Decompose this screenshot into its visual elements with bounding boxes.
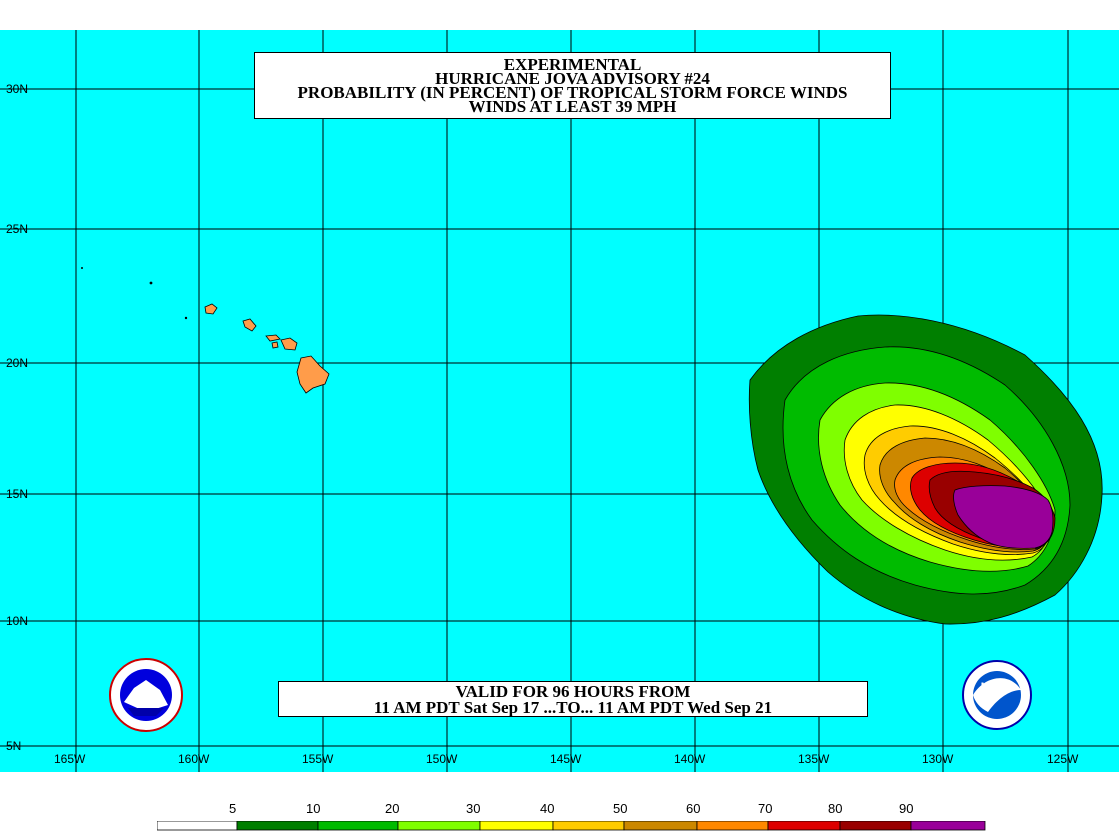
legend-swatch <box>623 821 698 831</box>
legend-label: 80 <box>828 801 843 816</box>
legend-label: 90 <box>899 801 914 816</box>
svg-text:NOAA: NOAA <box>981 681 1013 693</box>
lat-label: 5N <box>6 739 22 753</box>
lon-label: 155W <box>302 752 334 766</box>
contour-90 <box>953 485 1054 549</box>
big-island <box>296 355 330 394</box>
valid-line-1: VALID FOR 96 HOURS FROM <box>455 682 691 701</box>
lon-label: 135W <box>798 752 830 766</box>
legend-swatch <box>767 821 841 831</box>
legend-swatch <box>479 821 554 831</box>
probability-map: NOAA <box>0 30 1119 772</box>
lat-label: 10N <box>6 614 29 628</box>
lat-label: 15N <box>6 487 29 501</box>
niihau-dot <box>149 281 153 285</box>
legend-swatch <box>910 821 986 831</box>
lon-label: 130W <box>922 752 954 766</box>
lon-label: 125W <box>1047 752 1079 766</box>
title-line-2: HURRICANE JOVA ADVISORY #24 <box>435 69 710 88</box>
legend-label: 20 <box>385 801 400 816</box>
islet-dot <box>184 316 188 320</box>
legend-label: 40 <box>540 801 555 816</box>
legend-label: 5 <box>229 801 237 816</box>
valid-period-box: VALID FOR 96 HOURS FROM 11 AM PDT Sat Se… <box>278 681 868 717</box>
legend-label: 50 <box>613 801 628 816</box>
lon-label: 160W <box>178 752 210 766</box>
lon-label: 150W <box>426 752 458 766</box>
lon-label: 140W <box>674 752 706 766</box>
legend-swatch <box>696 821 769 831</box>
legend-label: 70 <box>758 801 773 816</box>
legend-label: 10 <box>306 801 321 816</box>
lat-label: 30N <box>6 82 29 96</box>
legend-swatch <box>317 821 399 831</box>
molokai <box>265 334 281 342</box>
map-title-box: EXPERIMENTAL HURRICANE JOVA ADVISORY #24… <box>254 52 891 119</box>
lanai <box>271 341 279 349</box>
legend-swatch <box>397 821 481 831</box>
hawaiian-islands <box>81 266 330 394</box>
legend-swatch <box>236 821 319 831</box>
legend-swatch <box>839 821 912 831</box>
noaa-logo-icon: NOAA <box>962 660 1032 730</box>
legend-label: 60 <box>686 801 701 816</box>
title-line-3: PROBABILITY (IN PERCENT) OF TROPICAL STO… <box>297 83 848 102</box>
legend-label: 30 <box>466 801 481 816</box>
legend-color-bar <box>157 821 986 831</box>
islet-dot-2 <box>81 266 84 269</box>
oahu <box>242 318 257 332</box>
lon-label: 165W <box>54 752 86 766</box>
kauai <box>204 303 218 315</box>
title-line-4: WINDS AT LEAST 39 MPH <box>468 97 677 116</box>
valid-line-2: 11 AM PDT Sat Sep 17 ...TO... 11 AM PDT … <box>373 698 773 717</box>
lat-label: 20N <box>6 356 29 370</box>
probability-contours <box>748 314 1103 625</box>
maui <box>280 337 298 351</box>
nws-logo-icon <box>109 658 183 732</box>
lat-label: 25N <box>6 222 29 236</box>
lon-label: 145W <box>550 752 582 766</box>
title-line-1: EXPERIMENTAL <box>503 55 642 74</box>
legend-swatch <box>157 821 238 831</box>
legend-swatch <box>552 821 625 831</box>
